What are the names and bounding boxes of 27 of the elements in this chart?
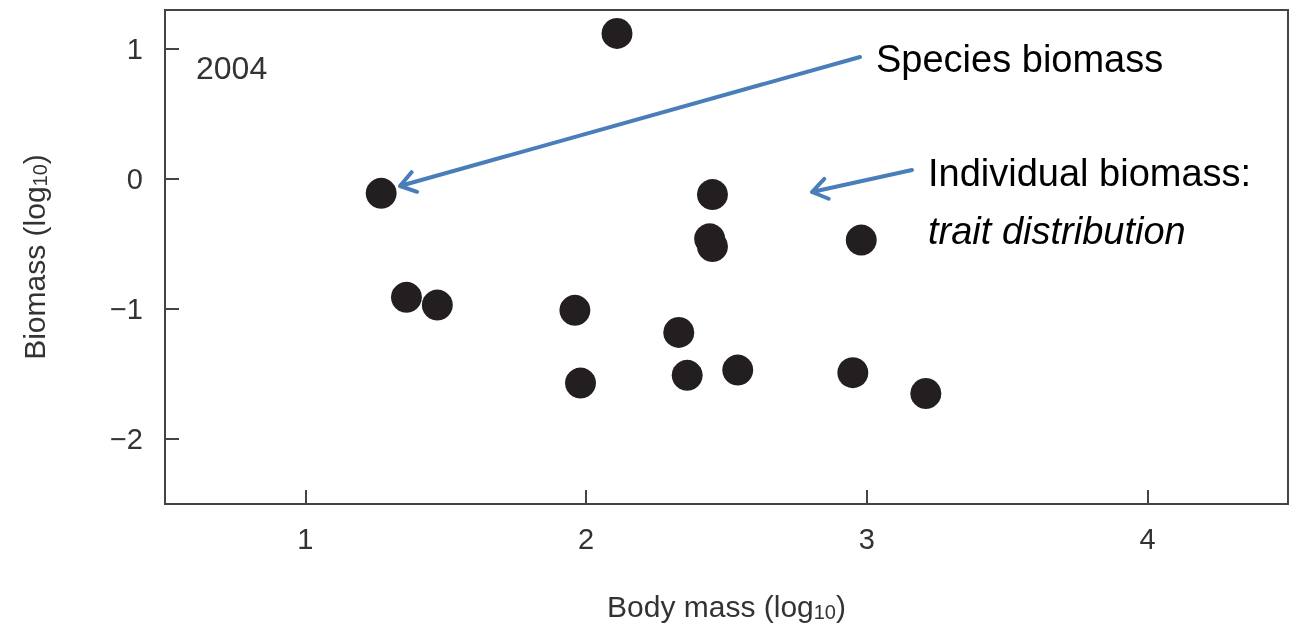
point [601, 17, 633, 49]
annotation: Species biomass [876, 38, 1164, 81]
x-tick-label: 1 [297, 522, 314, 555]
x-tick-label: 3 [858, 522, 875, 555]
x-tick-label: 4 [1139, 522, 1156, 555]
point [559, 294, 591, 326]
y-tick-label: −2 [109, 423, 143, 455]
x-axis-title: Body mass (log10) [607, 589, 846, 623]
point [837, 357, 869, 389]
annotation: trait distribution [928, 210, 1186, 253]
annotation: Individual biomass: [928, 152, 1252, 195]
point [390, 281, 422, 313]
point [845, 224, 877, 256]
point [663, 316, 695, 348]
annotation: 2004 [196, 50, 268, 87]
y-tick-label: 1 [126, 33, 143, 65]
point [365, 177, 397, 209]
point [722, 354, 754, 386]
y-tick-label: 0 [126, 163, 143, 195]
point [910, 378, 942, 409]
point [421, 289, 453, 321]
x-tick-label: 2 [578, 522, 595, 555]
point [696, 179, 728, 211]
y-tick-label: −1 [109, 293, 143, 325]
point [565, 367, 597, 399]
point [671, 359, 703, 391]
y-axis-title: Biomass (log10) [17, 154, 51, 360]
